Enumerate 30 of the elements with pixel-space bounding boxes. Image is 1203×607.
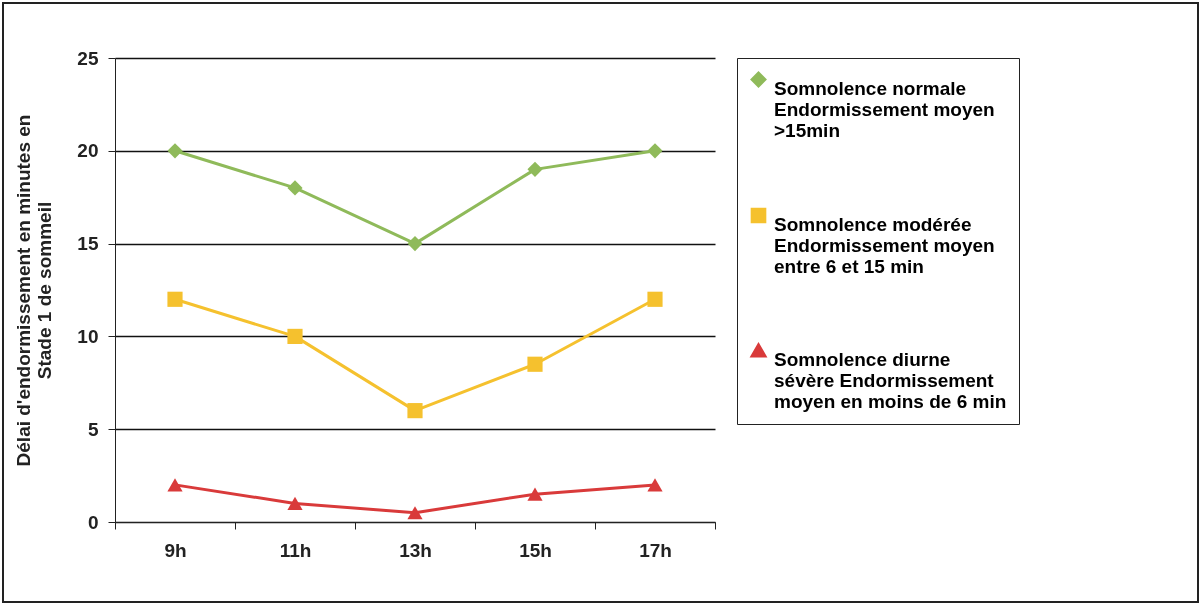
point xyxy=(407,236,423,252)
x-tick-label: 13h xyxy=(399,539,432,561)
legend-label: Somnolence modérée Endormissement moyen entre 6 et 15 min xyxy=(774,213,995,277)
point xyxy=(647,143,663,159)
y-tick-label: 5 xyxy=(87,418,99,440)
y-tick-label: 0 xyxy=(87,511,99,533)
point xyxy=(167,291,183,307)
point xyxy=(647,478,663,492)
point xyxy=(527,487,543,501)
point xyxy=(407,403,423,419)
point xyxy=(287,496,303,511)
legend-label: Somnolence normale Endormissement moyen >15min xyxy=(774,77,995,141)
y-tick-label: 20 xyxy=(77,140,99,162)
x-tick-label: 15h xyxy=(519,539,552,561)
point xyxy=(527,161,543,177)
point xyxy=(167,143,183,159)
y-tick-label: 15 xyxy=(77,233,99,255)
point xyxy=(647,291,663,307)
x-tick-label: 17h xyxy=(639,539,672,561)
x-tick-label: 9h xyxy=(164,539,187,561)
y-tick-label: 25 xyxy=(77,47,99,69)
point xyxy=(407,506,423,520)
point xyxy=(287,180,303,196)
x-tick-label: 11h xyxy=(279,539,312,561)
point xyxy=(287,328,303,344)
y-axis-title: Délai d'endormissement en minutes en Stade 1 de sommeil xyxy=(13,114,56,467)
point xyxy=(527,356,543,372)
legend-label: Somnolence diurne sévère Endormissement moyen en moins de 6 min xyxy=(774,348,1007,412)
point xyxy=(167,478,183,492)
y-tick-label: 10 xyxy=(77,325,99,347)
